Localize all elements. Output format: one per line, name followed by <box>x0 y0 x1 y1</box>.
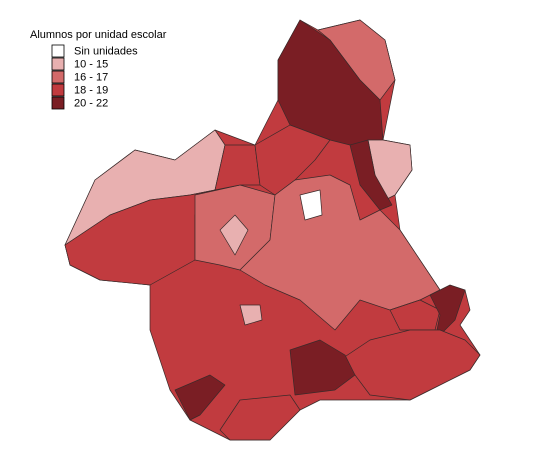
legend-label: 20 - 22 <box>74 97 108 109</box>
region <box>289 339 356 396</box>
legend-label: Sin unidades <box>74 45 138 57</box>
region <box>299 189 323 221</box>
region <box>174 374 226 421</box>
legend-title: Alumnos por unidad escolar <box>30 29 167 41</box>
legend-label: 16 - 17 <box>74 71 108 83</box>
legend-label: 18 - 19 <box>74 84 108 96</box>
region <box>429 284 466 341</box>
region <box>219 214 249 256</box>
legend-swatch <box>51 96 65 110</box>
legend-swatch <box>51 83 65 97</box>
legend-label: 10 - 15 <box>74 58 108 70</box>
legend-swatch <box>51 44 65 58</box>
legend-swatch <box>51 57 65 71</box>
region <box>239 304 263 326</box>
region <box>389 299 441 331</box>
legend: Alumnos por unidad escolar Sin unidades1… <box>30 29 167 110</box>
region <box>254 124 331 196</box>
region <box>239 174 441 331</box>
legend-swatch <box>51 70 65 84</box>
region <box>339 329 481 401</box>
regions <box>64 19 481 441</box>
region <box>349 139 393 211</box>
region <box>219 394 301 441</box>
